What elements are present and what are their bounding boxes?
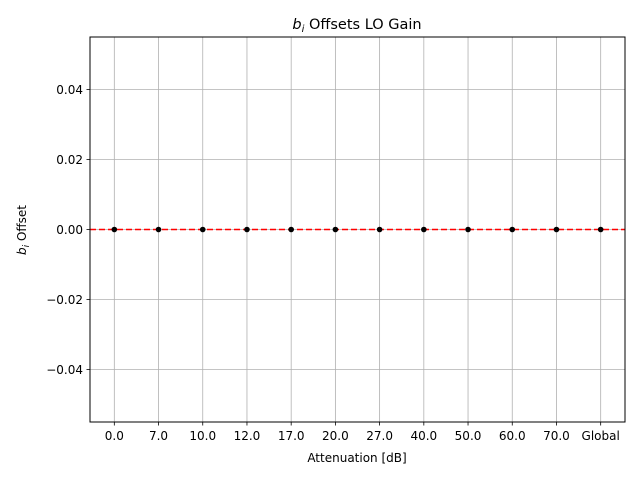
- y-tick-label: −0.04: [46, 363, 83, 377]
- y-tick-label: 0.02: [56, 153, 83, 167]
- data-point: [509, 226, 516, 233]
- x-tick-label: 50.0: [455, 429, 482, 443]
- y-tick-label: 0.00: [56, 223, 83, 237]
- chart-title: bi Offsets LO Gain: [292, 17, 421, 35]
- x-tick-label: 20.0: [322, 429, 349, 443]
- x-tick-label: 10.0: [189, 429, 216, 443]
- x-tick-label: 12.0: [234, 429, 261, 443]
- data-points: [111, 226, 604, 233]
- data-point: [288, 226, 294, 233]
- data-point: [155, 226, 162, 233]
- x-tick-label: 7.0: [149, 429, 168, 443]
- y-tick-label: −0.02: [46, 293, 83, 307]
- x-tick-label: 0.0: [105, 429, 124, 443]
- x-tick-label: Global: [582, 429, 620, 443]
- data-point: [199, 226, 206, 233]
- data-point: [111, 226, 118, 233]
- y-ticks: −0.04 −0.02 0.00 0.02 0.04: [46, 83, 90, 377]
- x-tick-label: 40.0: [410, 429, 437, 443]
- data-point: [376, 226, 383, 233]
- y-tick-label: 0.04: [56, 83, 83, 97]
- y-axis-label: bi Offset: [15, 205, 32, 255]
- data-point: [332, 226, 339, 233]
- data-point: [597, 226, 604, 233]
- x-ticks: 0.0 7.0 10.0 12.0 17.0 20.0 27.0 40.0 50.0 60.0 70…: [105, 422, 620, 443]
- data-point: [244, 226, 250, 233]
- x-tick-label: 60.0: [499, 429, 526, 443]
- x-tick-label: 27.0: [366, 429, 393, 443]
- data-point: [421, 226, 427, 233]
- data-point: [465, 226, 471, 233]
- x-axis-label: Attenuation [dB]: [307, 451, 406, 465]
- x-tick-label: 17.0: [278, 429, 305, 443]
- x-tick-label: 70.0: [543, 429, 570, 443]
- data-point: [553, 226, 560, 233]
